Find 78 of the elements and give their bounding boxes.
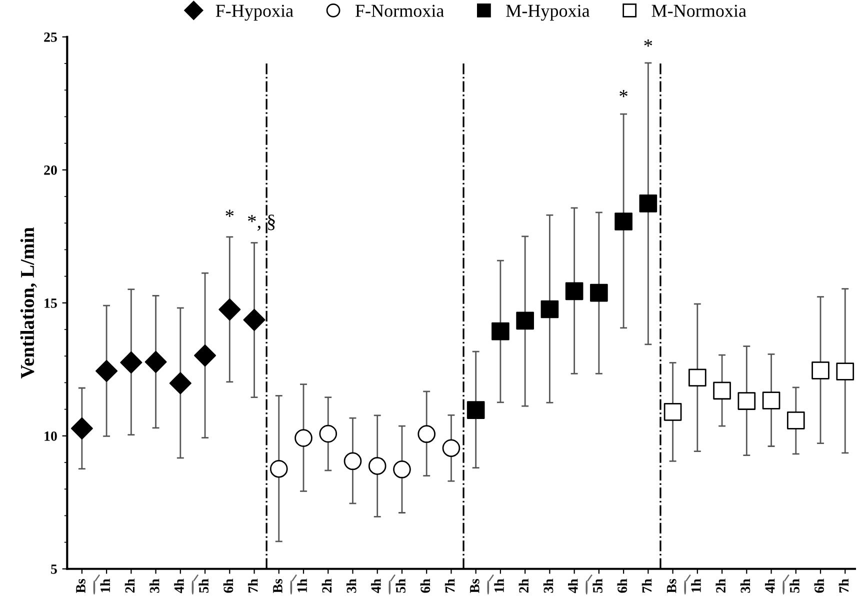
annotation: *, § (248, 214, 275, 231)
point (516, 312, 534, 330)
x-tick-label: 1h (494, 578, 504, 592)
point (540, 300, 559, 318)
y-tick-label: 25 (44, 32, 57, 42)
point (442, 439, 460, 458)
point (393, 460, 411, 478)
point (738, 392, 756, 410)
x-tick-label: 1h (100, 578, 110, 592)
point (664, 403, 682, 421)
x-tick-label: 7h (444, 578, 455, 592)
x-tick-label: 2h (716, 578, 726, 593)
x-tick-label: 3h (346, 578, 356, 593)
x-tick-label: 7h (642, 578, 652, 592)
x-tick-label: 7h (248, 578, 258, 592)
x-tick-label: Bs (273, 578, 282, 594)
point (565, 282, 584, 300)
x-tick-label: 4h (174, 578, 184, 594)
x-tick-label: 1h (297, 578, 307, 592)
x-tick-label: 6h (617, 578, 628, 593)
point (688, 368, 706, 387)
x-tick-label: 5h (198, 578, 208, 593)
point (590, 284, 608, 302)
point (218, 298, 241, 321)
legend-label: M-Hypoxia (506, 4, 590, 21)
x-tick-label: 3h (543, 578, 554, 593)
x-tick-label: Bs (470, 578, 480, 594)
annotation: * (644, 39, 652, 47)
x-tick-label: 4h (371, 578, 381, 594)
point (466, 401, 485, 419)
point (786, 412, 805, 430)
legend-label: F-Hypoxia (216, 4, 294, 21)
x-tick-label: 4h (764, 578, 775, 594)
x-tick-label: 6h (420, 578, 430, 593)
x-tick-label: Bs (76, 578, 86, 594)
x-tick-label: 7h (838, 578, 848, 592)
y-tick-label: 10 (44, 431, 57, 441)
point (492, 322, 510, 340)
x-tick-label: 5h (592, 578, 602, 593)
point (144, 350, 167, 373)
y-tick-label: 20 (44, 165, 57, 175)
point (169, 372, 192, 394)
x-tick-label: 6h (223, 578, 234, 593)
x-tick-label: 2h (322, 578, 332, 593)
point (812, 362, 830, 380)
point (243, 308, 266, 331)
y-tick-label: 5 (51, 564, 57, 574)
annotation: * (226, 210, 234, 217)
x-tick-label: 6h (814, 578, 824, 593)
y-tick-label: 15 (44, 298, 57, 308)
point (836, 362, 854, 380)
point (614, 212, 632, 230)
y-axis-title: Ventilation, L/min (20, 227, 37, 378)
x-tick-label: 5h (396, 578, 406, 593)
point (319, 424, 338, 443)
point (96, 360, 118, 382)
point (418, 425, 436, 443)
legend-label: M-Normoxia (652, 4, 746, 17)
point (294, 429, 312, 447)
x-tick-label: 1h (691, 578, 701, 592)
annotation: * (620, 90, 628, 98)
point (194, 344, 216, 367)
x-tick-label: 2h (124, 578, 135, 593)
point (70, 417, 93, 440)
x-tick-label: 3h (149, 578, 160, 593)
x-tick-label: 4h (568, 578, 578, 594)
legend-label: F-Normoxia (355, 4, 444, 17)
x-tick-label: 3h (740, 578, 750, 593)
point (270, 460, 288, 478)
point (120, 351, 142, 374)
x-tick-label: 5h (790, 578, 800, 593)
point (344, 452, 362, 470)
point (713, 382, 731, 400)
point (762, 392, 780, 410)
point (639, 194, 658, 212)
x-tick-label: Bs (667, 578, 676, 594)
x-tick-label: 2h (518, 578, 528, 593)
point (368, 457, 386, 475)
